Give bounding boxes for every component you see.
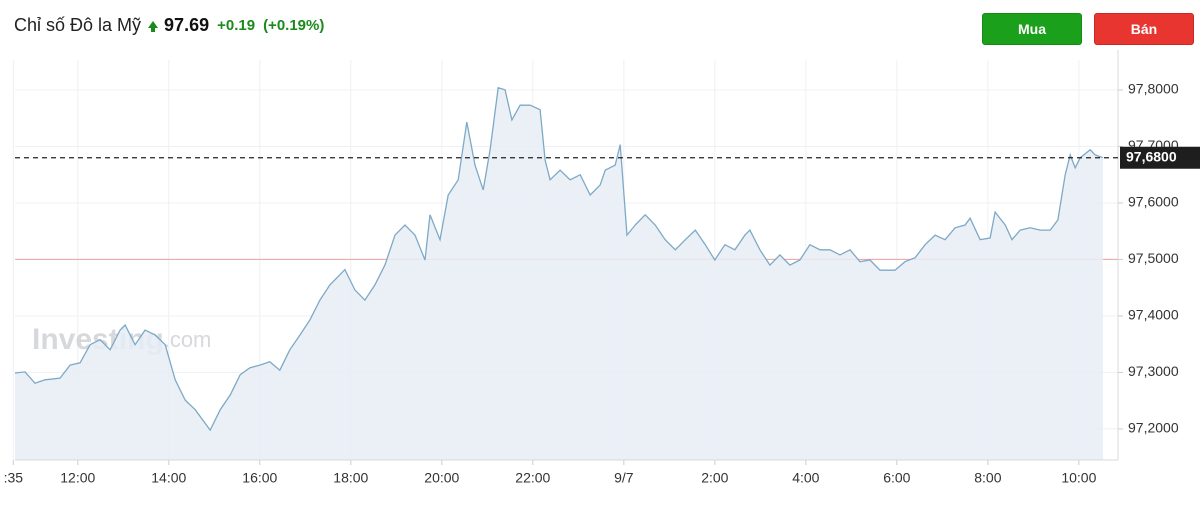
change-percent: (+0.19%) — [263, 16, 325, 34]
x-tick-label: 10:00 — [1061, 470, 1096, 486]
y-tick-label: 97,3000 — [1128, 363, 1179, 379]
sell-button[interactable]: Bán — [1094, 13, 1194, 45]
y-tick-label: 97,8000 — [1128, 81, 1179, 97]
x-tick-label: 16:00 — [242, 470, 277, 486]
buy-button[interactable]: Mua — [982, 13, 1082, 45]
y-tick-label: 97,5000 — [1128, 250, 1179, 266]
x-tick-label: 22:00 — [515, 470, 550, 486]
watermark-suffix: .com — [164, 327, 212, 352]
x-tick-label: 2:00 — [701, 470, 728, 486]
y-tick-label: 97,6000 — [1128, 194, 1179, 210]
x-tick-label: 20:00 — [424, 470, 459, 486]
area — [15, 87, 1103, 460]
header: Chỉ số Đô la Mỹ 97.69 +0.19 (+0.19%) Mua… — [0, 0, 1200, 50]
line — [14, 86, 1104, 432]
change: +0.19 — [217, 16, 256, 34]
x-tick-label: 14:00 — [151, 470, 186, 486]
up-arrow — [148, 20, 159, 32]
y-tick-label: 97,4000 — [1128, 307, 1179, 323]
current-value-label: 97,6800 — [1126, 148, 1177, 164]
x-tick-label: 8:00 — [974, 470, 1001, 486]
x-tick-label: 12:00 — [60, 470, 95, 486]
y-tick-label: 97,2000 — [1128, 420, 1179, 436]
price: 97.69 — [164, 14, 210, 35]
x-tick-label: 18:00 — [333, 470, 368, 486]
current-value-box — [1120, 146, 1200, 169]
x-tick-label: 4:00 — [792, 470, 819, 486]
x-tick-label: 6:00 — [883, 470, 910, 486]
x-tick-label: :35 — [4, 470, 24, 486]
instrument-title: Chỉ số Đô la Mỹ — [14, 14, 142, 35]
x-tick-label: 9/7 — [614, 470, 634, 486]
